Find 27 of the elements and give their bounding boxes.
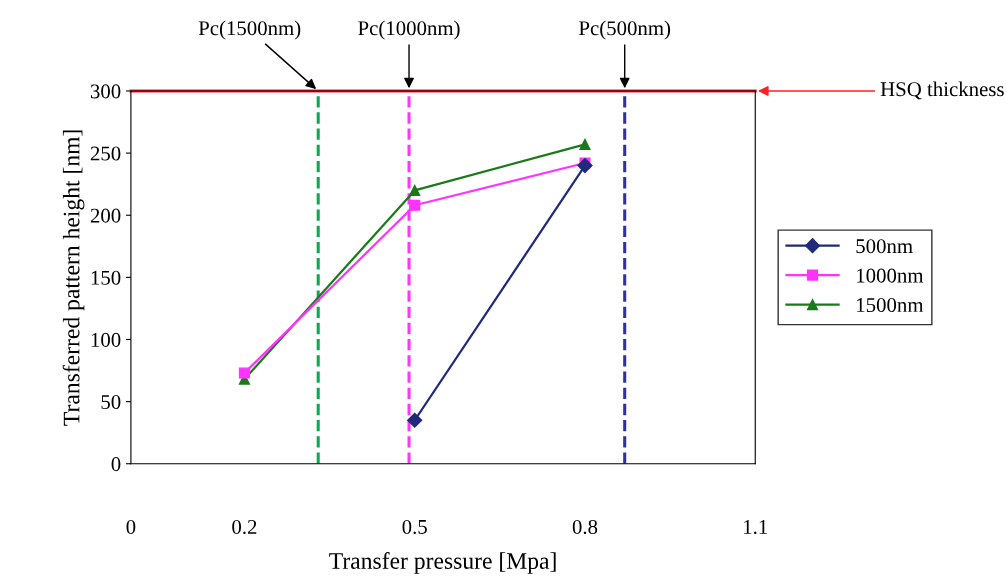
x-tick-label: 0.5	[402, 519, 427, 535]
y-tick-label: 100	[91, 332, 121, 347]
x-tick-label: 0	[126, 519, 136, 534]
legend-label: 1500nm	[857, 298, 924, 313]
y-tick-label: 300	[90, 84, 121, 99]
point	[238, 367, 250, 379]
y-tick-label: 200	[90, 208, 121, 223]
ref-line-label: Pc(500nm)	[579, 20, 671, 40]
x-tick-label: 1.1	[744, 519, 768, 535]
point	[579, 138, 591, 150]
point	[407, 412, 423, 428]
y-axis-title: Transferred pattern height [nm]	[62, 130, 85, 426]
y-tick-label: 150	[91, 270, 121, 285]
x-tick-label: 0.8	[572, 519, 598, 535]
ref-line-label: Pc(1000nm)	[358, 20, 460, 40]
x-tick-label: 0.2	[232, 519, 257, 535]
x-axis-title: Transfer pressure [Mpa]	[329, 552, 556, 574]
legend-label: 1000nm	[857, 268, 924, 283]
legend-label: 500nm	[856, 239, 913, 254]
y-tick-label: 250	[90, 146, 121, 161]
ref-line-label: HSQ thickness	[880, 81, 1004, 100]
point	[409, 199, 421, 211]
y-tick-label: 50	[101, 394, 121, 410]
ref-line-label: Pc(1500nm)	[198, 20, 301, 40]
point	[577, 157, 593, 174]
y-tick-label: 0	[111, 457, 121, 472]
point	[409, 184, 421, 196]
